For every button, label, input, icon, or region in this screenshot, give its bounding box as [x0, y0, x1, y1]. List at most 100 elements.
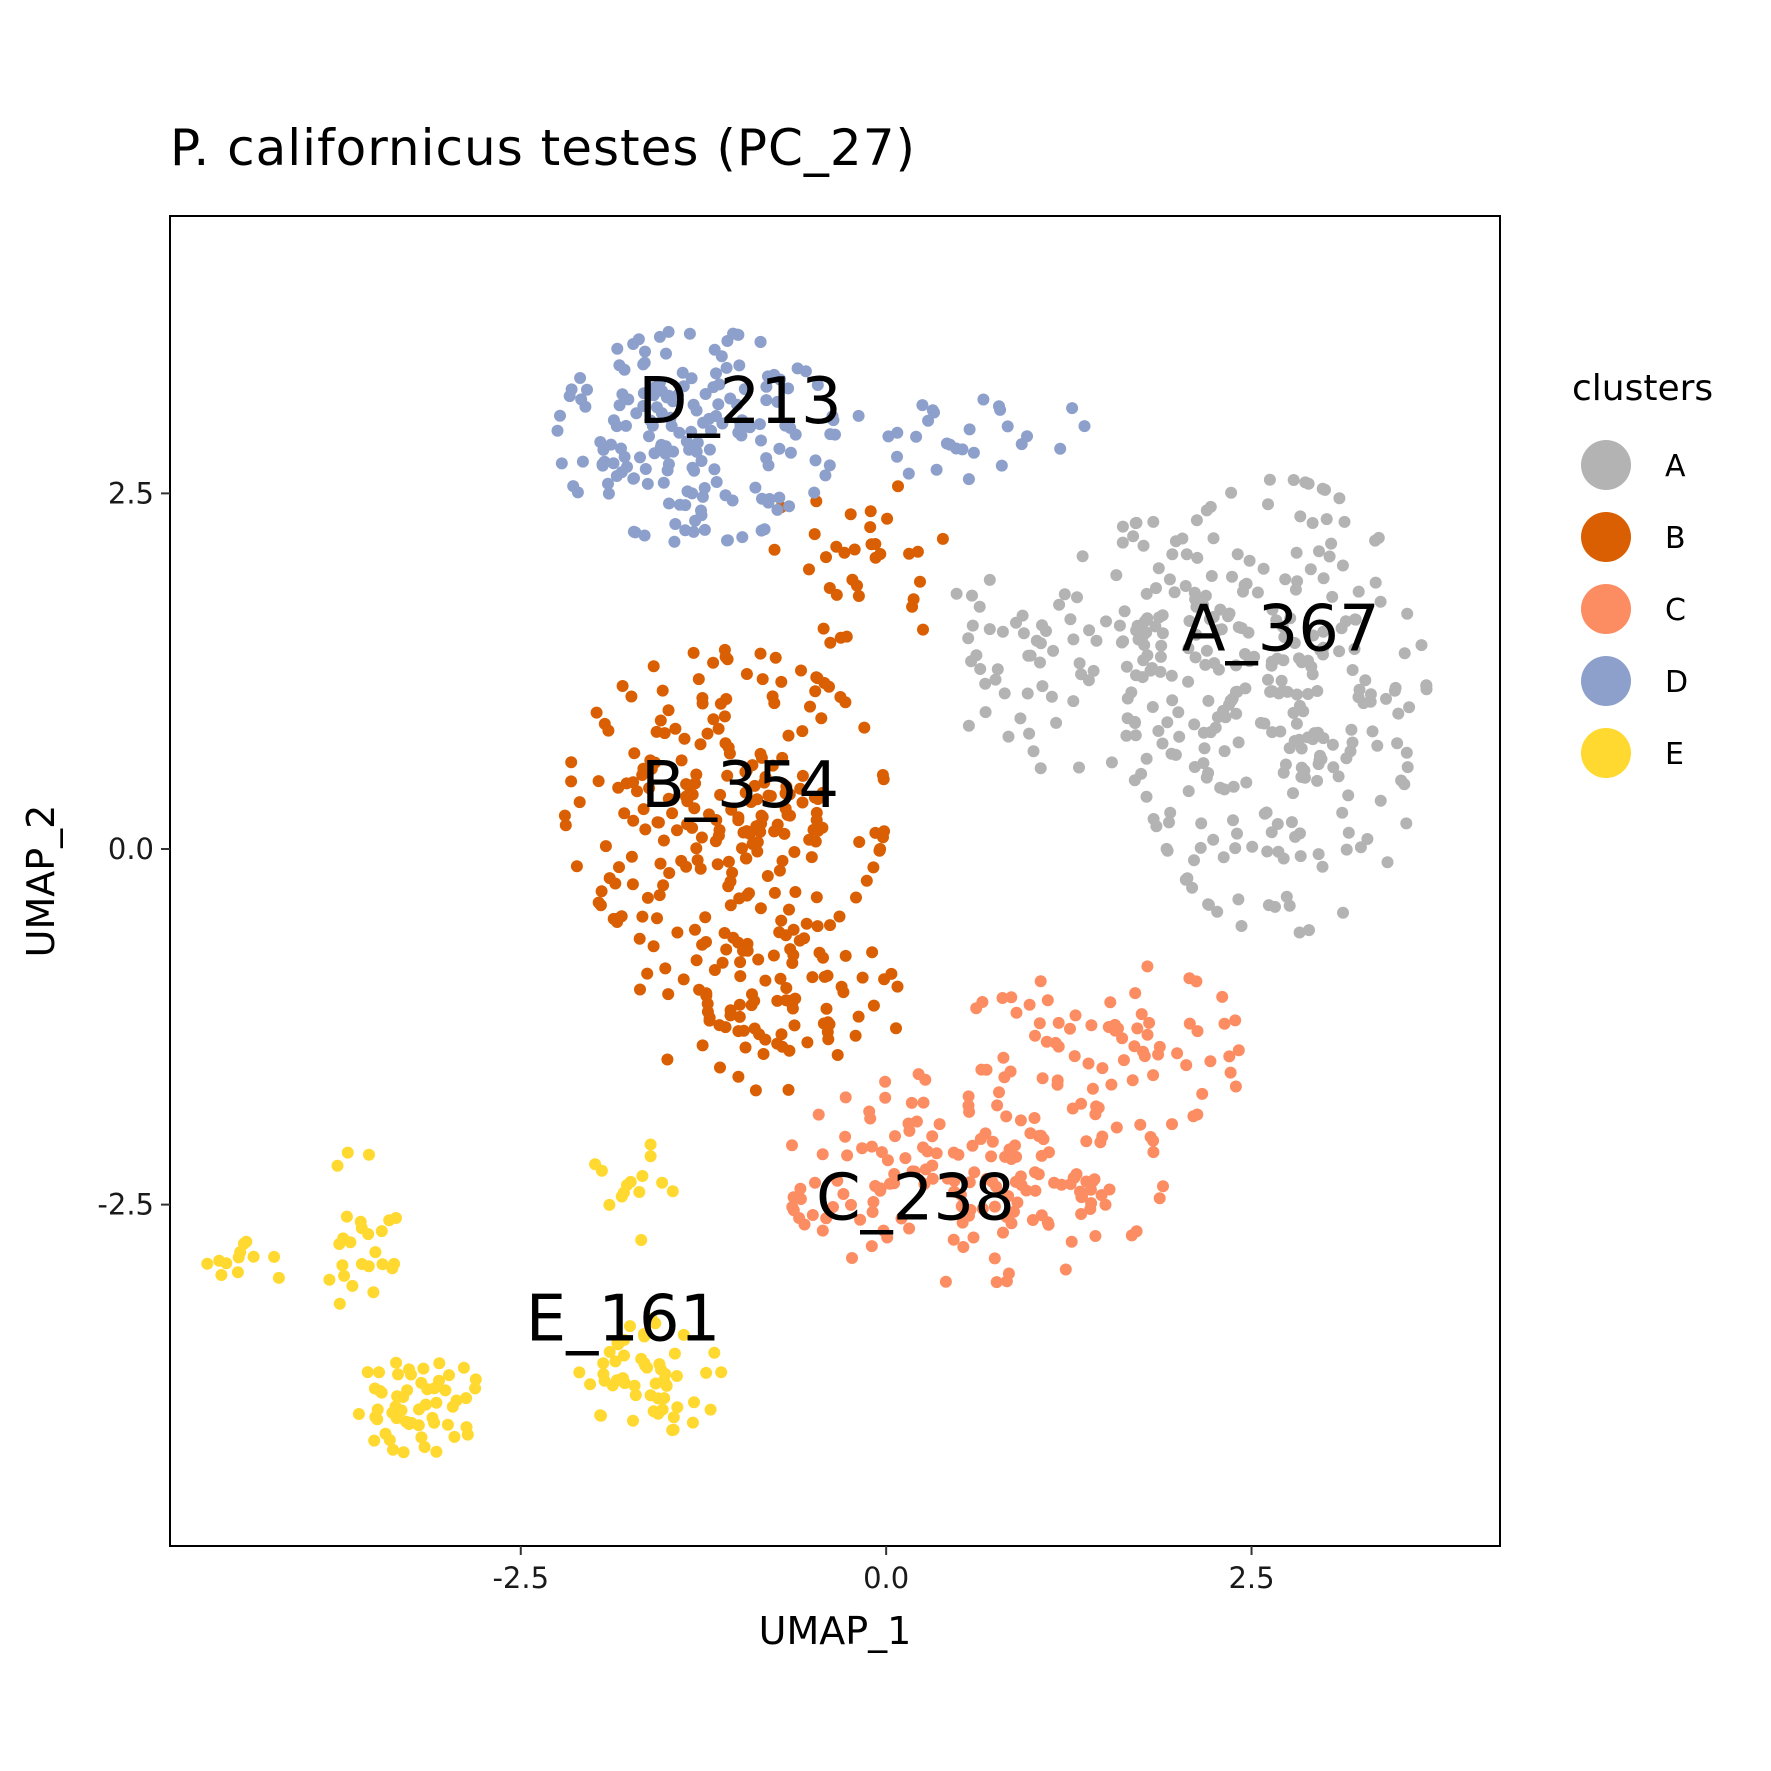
point-B — [718, 927, 731, 939]
point-D — [660, 347, 672, 360]
point-B — [724, 899, 737, 912]
point-A — [1067, 695, 1080, 708]
point-A — [1027, 745, 1040, 758]
point-A — [1332, 770, 1345, 783]
point-D — [928, 406, 940, 419]
point-E — [641, 1361, 653, 1374]
point-C — [1036, 1072, 1049, 1085]
point-C — [1089, 1230, 1102, 1242]
point-E — [666, 1185, 679, 1198]
point-A — [1115, 636, 1128, 649]
point-A — [1398, 647, 1411, 660]
point-E — [376, 1258, 389, 1271]
point-C — [1216, 990, 1229, 1003]
point-B — [699, 911, 712, 924]
point-E — [704, 1403, 717, 1416]
point-C — [839, 1130, 852, 1143]
point-B — [771, 1037, 784, 1050]
point-B — [725, 803, 738, 816]
point-B — [645, 762, 658, 775]
point-D — [696, 490, 709, 503]
point-A — [1374, 595, 1387, 608]
point-B — [712, 829, 725, 842]
point-B — [720, 693, 733, 705]
point-C — [1024, 1127, 1037, 1140]
point-D — [618, 450, 631, 463]
point-B — [718, 643, 731, 656]
point-B — [718, 710, 731, 723]
point-D — [616, 388, 629, 401]
point-C — [1082, 1057, 1095, 1070]
point-A — [1262, 899, 1275, 912]
point-B — [662, 988, 675, 1001]
point-A — [1317, 732, 1330, 745]
point-C — [879, 1075, 892, 1088]
y-tick-label: 0.0 — [108, 832, 154, 866]
point-C — [1147, 1146, 1160, 1159]
point-B — [653, 889, 666, 902]
point-A — [966, 619, 979, 632]
point-B — [789, 886, 802, 898]
point-C — [917, 1141, 929, 1154]
point-B — [689, 923, 701, 936]
point-A — [1156, 737, 1169, 750]
point-C — [905, 1096, 918, 1109]
point-D — [910, 430, 923, 443]
point-A — [1227, 814, 1239, 827]
point-B — [654, 714, 667, 727]
point-C — [827, 1201, 839, 1213]
point-C — [1052, 1016, 1065, 1029]
point-A — [1232, 893, 1245, 906]
point-B — [767, 949, 780, 962]
point-C — [1074, 1185, 1086, 1198]
point-C — [1166, 1118, 1178, 1131]
point-B — [612, 781, 625, 794]
point-E — [584, 1378, 597, 1391]
point-B — [677, 973, 690, 986]
point-D — [827, 414, 840, 427]
point-C — [954, 1188, 967, 1201]
point-C — [976, 1202, 989, 1215]
point-D — [771, 395, 784, 408]
point-D — [754, 336, 767, 348]
point-B — [811, 920, 824, 933]
point-A — [1346, 664, 1359, 676]
point-D — [611, 342, 624, 355]
point-B — [773, 864, 786, 877]
point-B — [650, 725, 663, 738]
point-A — [1202, 694, 1215, 707]
point-D — [916, 399, 929, 412]
point-B — [906, 600, 919, 613]
point-A — [1137, 539, 1150, 552]
point-A — [1036, 680, 1049, 693]
point-D — [963, 423, 976, 436]
point-B — [840, 630, 853, 643]
point-E — [612, 1338, 625, 1351]
point-C — [879, 1091, 892, 1104]
point-A — [1284, 612, 1297, 625]
point-D — [697, 416, 710, 429]
point-A — [1169, 535, 1182, 548]
point-A — [1279, 758, 1292, 771]
point-B — [740, 668, 753, 680]
point-B — [695, 831, 708, 844]
point-E — [666, 1424, 679, 1437]
point-E — [368, 1434, 381, 1447]
point-A — [1154, 650, 1167, 663]
point-A — [966, 589, 978, 602]
point-C — [993, 1086, 1005, 1099]
point-A — [1087, 664, 1100, 677]
point-B — [762, 789, 775, 802]
point-A — [1224, 694, 1237, 707]
point-C — [1110, 1121, 1123, 1134]
point-D — [902, 467, 915, 480]
point-E — [644, 1389, 657, 1402]
legend-label-D: D — [1665, 665, 1688, 700]
point-C — [1104, 996, 1117, 1009]
point-A — [1313, 545, 1325, 558]
point-E — [238, 1237, 250, 1250]
point-B — [641, 967, 654, 980]
point-D — [977, 393, 990, 406]
point-B — [558, 809, 571, 822]
point-D — [666, 395, 679, 408]
